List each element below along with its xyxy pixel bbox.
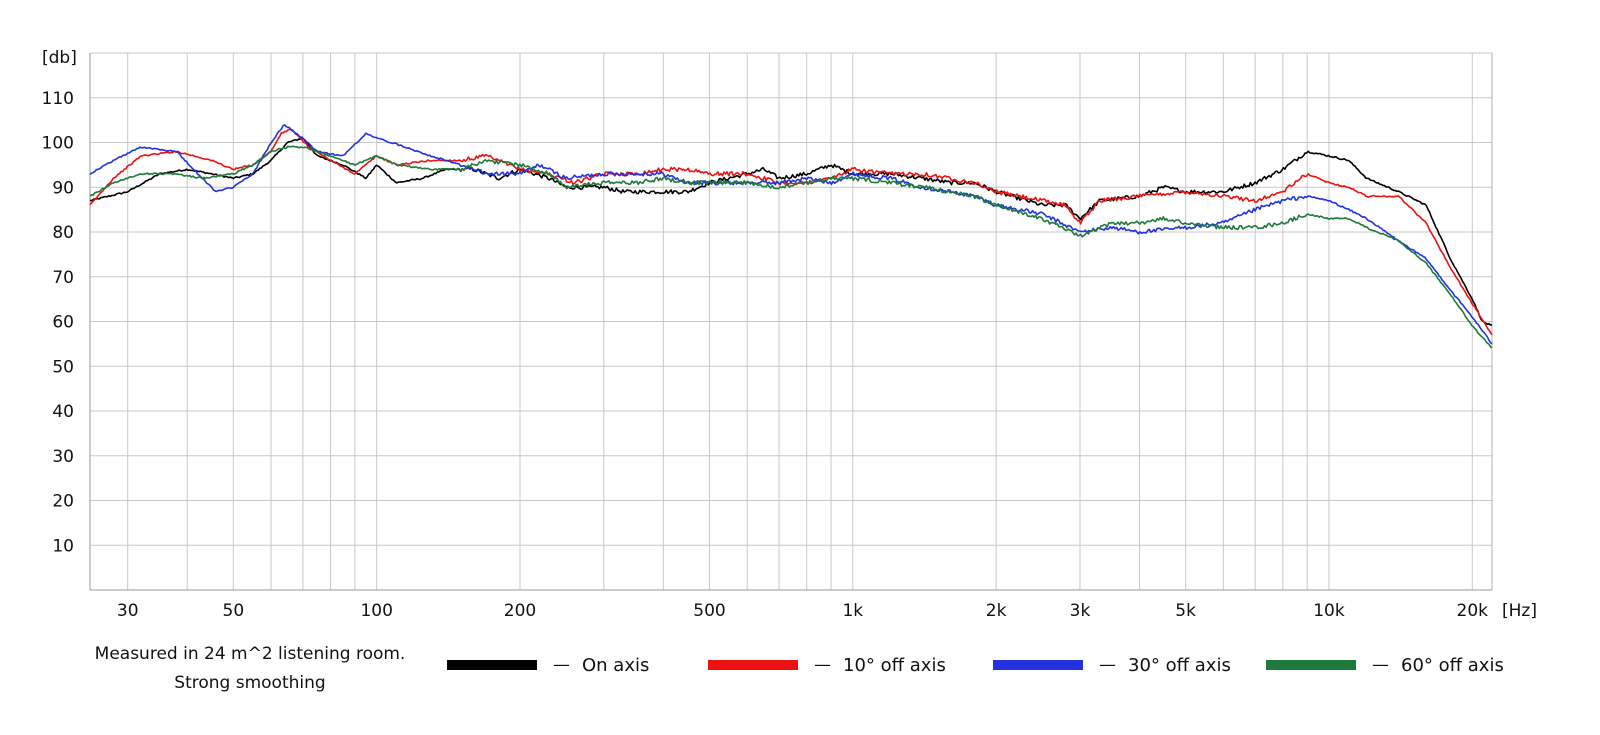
x-axis-unit-label: [Hz] bbox=[1502, 601, 1537, 621]
legend: — On axis — 10° off axis — 30° off axis … bbox=[0, 652, 1600, 682]
grid bbox=[89, 52, 1493, 591]
legend-item-30-off-axis: — 30° off axis bbox=[993, 652, 1231, 678]
legend-label: 60° off axis bbox=[1401, 654, 1504, 676]
y-tick-label: 50 bbox=[52, 357, 74, 377]
x-tick-label: 200 bbox=[504, 601, 536, 621]
y-tick-label: 90 bbox=[52, 178, 74, 198]
axes: 10 20 30 40 50 60 70 80 90 100 110 30 50 100 200 500 1k 2… bbox=[42, 89, 1489, 621]
legend-dash: — bbox=[1372, 655, 1389, 675]
y-tick-label: 80 bbox=[52, 223, 74, 243]
legend-dash: — bbox=[814, 655, 831, 675]
series-line-on-axis bbox=[89, 137, 1493, 326]
y-tick-label: 10 bbox=[52, 536, 74, 556]
legend-item-60-off-axis: — 60° off axis bbox=[1266, 652, 1504, 678]
series-lines bbox=[89, 124, 1493, 349]
legend-item-on-axis: — On axis bbox=[447, 652, 649, 678]
x-tick-label: 30 bbox=[117, 601, 139, 621]
x-tick-label: 2k bbox=[986, 601, 1007, 621]
series-line-30-off-axis bbox=[89, 124, 1493, 345]
x-tick-label: 3k bbox=[1070, 601, 1091, 621]
legend-label: 10° off axis bbox=[843, 654, 946, 676]
note-line-smoothing: Strong smoothing bbox=[174, 673, 326, 693]
measurement-note: Measured in 24 m^2 listening room. Stron… bbox=[70, 640, 430, 698]
legend-swatch bbox=[447, 660, 537, 670]
y-tick-label: 100 bbox=[42, 134, 74, 154]
x-tick-label: 100 bbox=[360, 601, 392, 621]
legend-dash: — bbox=[1099, 655, 1116, 675]
y-tick-label: 30 bbox=[52, 447, 74, 467]
legend-label: 30° off axis bbox=[1128, 654, 1231, 676]
legend-swatch bbox=[1266, 660, 1356, 670]
x-tick-label: 20k bbox=[1457, 601, 1489, 621]
x-tick-label: 10k bbox=[1313, 601, 1345, 621]
legend-dash: — bbox=[553, 655, 570, 675]
x-tick-label: 500 bbox=[693, 601, 725, 621]
x-tick-label: 1k bbox=[842, 601, 863, 621]
y-axis-unit-label: [db] bbox=[42, 48, 77, 68]
legend-swatch bbox=[708, 660, 798, 670]
x-tick-label: 5k bbox=[1175, 601, 1196, 621]
legend-item-10-off-axis: — 10° off axis bbox=[708, 652, 946, 678]
note-line-room: Measured in 24 m^2 listening room. bbox=[94, 644, 406, 664]
y-tick-label: 70 bbox=[52, 268, 74, 288]
y-tick-label: 60 bbox=[52, 313, 74, 333]
y-tick-label: 40 bbox=[52, 402, 74, 422]
y-tick-label: 20 bbox=[52, 492, 74, 512]
x-tick-label: 50 bbox=[223, 601, 245, 621]
y-tick-label: 110 bbox=[42, 89, 74, 109]
legend-swatch bbox=[993, 660, 1083, 670]
series-line-60-off-axis bbox=[89, 145, 1493, 349]
legend-label: On axis bbox=[582, 654, 650, 676]
